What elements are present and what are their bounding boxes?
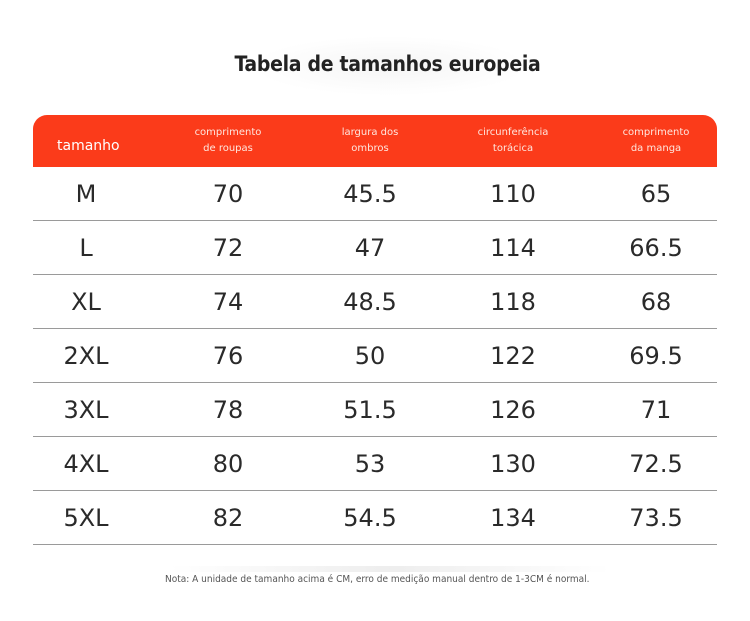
header-line: comprimento bbox=[622, 127, 690, 138]
cell-shoulder-width: 53 bbox=[354, 449, 386, 478]
table-row: 4XL 80 53 130 72.5 bbox=[33, 437, 717, 491]
cell-garment-length: 76 bbox=[212, 341, 244, 370]
header-garment-length: comprimento de roupas bbox=[139, 125, 317, 157]
cell-size: 4XL bbox=[63, 449, 109, 478]
cell-sleeve-length: 69.5 bbox=[629, 341, 683, 370]
cell-garment-length: 74 bbox=[212, 287, 244, 316]
header-line: da manga bbox=[630, 143, 682, 154]
header-line: ombros bbox=[351, 143, 389, 154]
cell-chest: 114 bbox=[490, 233, 536, 262]
cell-size: M bbox=[75, 179, 97, 208]
cell-garment-length: 72 bbox=[212, 233, 244, 262]
footnote: Nota: A unidade de tamanho acima é CM, e… bbox=[165, 574, 590, 585]
cell-size: 5XL bbox=[63, 503, 109, 532]
table-row: XL 74 48.5 118 68 bbox=[33, 275, 717, 329]
cell-chest: 130 bbox=[490, 449, 536, 478]
table-row: M 70 45.5 110 65 bbox=[33, 167, 717, 221]
cell-sleeve-length: 71 bbox=[640, 395, 672, 424]
cell-sleeve-length: 68 bbox=[640, 287, 672, 316]
cell-shoulder-width: 48.5 bbox=[343, 287, 397, 316]
header-chest: circunferência torácica bbox=[423, 125, 603, 157]
table-row: 5XL 82 54.5 134 73.5 bbox=[33, 491, 717, 545]
cell-size: L bbox=[79, 233, 93, 262]
cell-chest: 122 bbox=[490, 341, 536, 370]
cell-chest: 118 bbox=[490, 287, 536, 316]
cell-chest: 126 bbox=[490, 395, 536, 424]
faded-note-watermark bbox=[170, 566, 610, 572]
table-header: tamanho comprimento de roupas largura dos… bbox=[33, 115, 717, 167]
page-title: Tabela de tamanhos europeia bbox=[234, 52, 541, 76]
cell-chest: 110 bbox=[490, 179, 536, 208]
cell-sleeve-length: 66.5 bbox=[629, 233, 683, 262]
cell-size: 3XL bbox=[63, 395, 109, 424]
table-row: 3XL 78 51.5 126 71 bbox=[33, 383, 717, 437]
cell-garment-length: 78 bbox=[212, 395, 244, 424]
cell-shoulder-width: 54.5 bbox=[343, 503, 397, 532]
table-row: L 72 47 114 66.5 bbox=[33, 221, 717, 275]
size-table: tamanho comprimento de roupas largura dos… bbox=[33, 115, 717, 545]
cell-garment-length: 82 bbox=[212, 503, 244, 532]
header-line: torácica bbox=[492, 143, 534, 154]
table-row: 2XL 76 50 122 69.5 bbox=[33, 329, 717, 383]
cell-shoulder-width: 47 bbox=[354, 233, 386, 262]
header-line: largura dos bbox=[341, 127, 399, 138]
cell-size: XL bbox=[71, 287, 101, 316]
cell-size: 2XL bbox=[63, 341, 109, 370]
header-shoulder-width: largura dos ombros bbox=[317, 125, 423, 157]
cell-shoulder-width: 50 bbox=[354, 341, 386, 370]
cell-shoulder-width: 51.5 bbox=[343, 395, 397, 424]
header-line: comprimento bbox=[194, 127, 262, 138]
cell-chest: 134 bbox=[490, 503, 536, 532]
cell-garment-length: 80 bbox=[212, 449, 244, 478]
header-line: circunferência bbox=[477, 127, 549, 138]
header-size: tamanho bbox=[57, 138, 120, 154]
cell-shoulder-width: 45.5 bbox=[343, 179, 397, 208]
cell-sleeve-length: 73.5 bbox=[629, 503, 683, 532]
faded-watermark bbox=[250, 36, 530, 96]
header-line: de roupas bbox=[203, 143, 253, 154]
cell-garment-length: 70 bbox=[212, 179, 244, 208]
cell-sleeve-length: 65 bbox=[640, 179, 672, 208]
table-body: M 70 45.5 110 65 L 72 47 114 66.5 XL 74 48.5 118 68 2XL… bbox=[33, 167, 717, 545]
header-sleeve-length: comprimento da manga bbox=[603, 125, 709, 157]
cell-sleeve-length: 72.5 bbox=[629, 449, 683, 478]
